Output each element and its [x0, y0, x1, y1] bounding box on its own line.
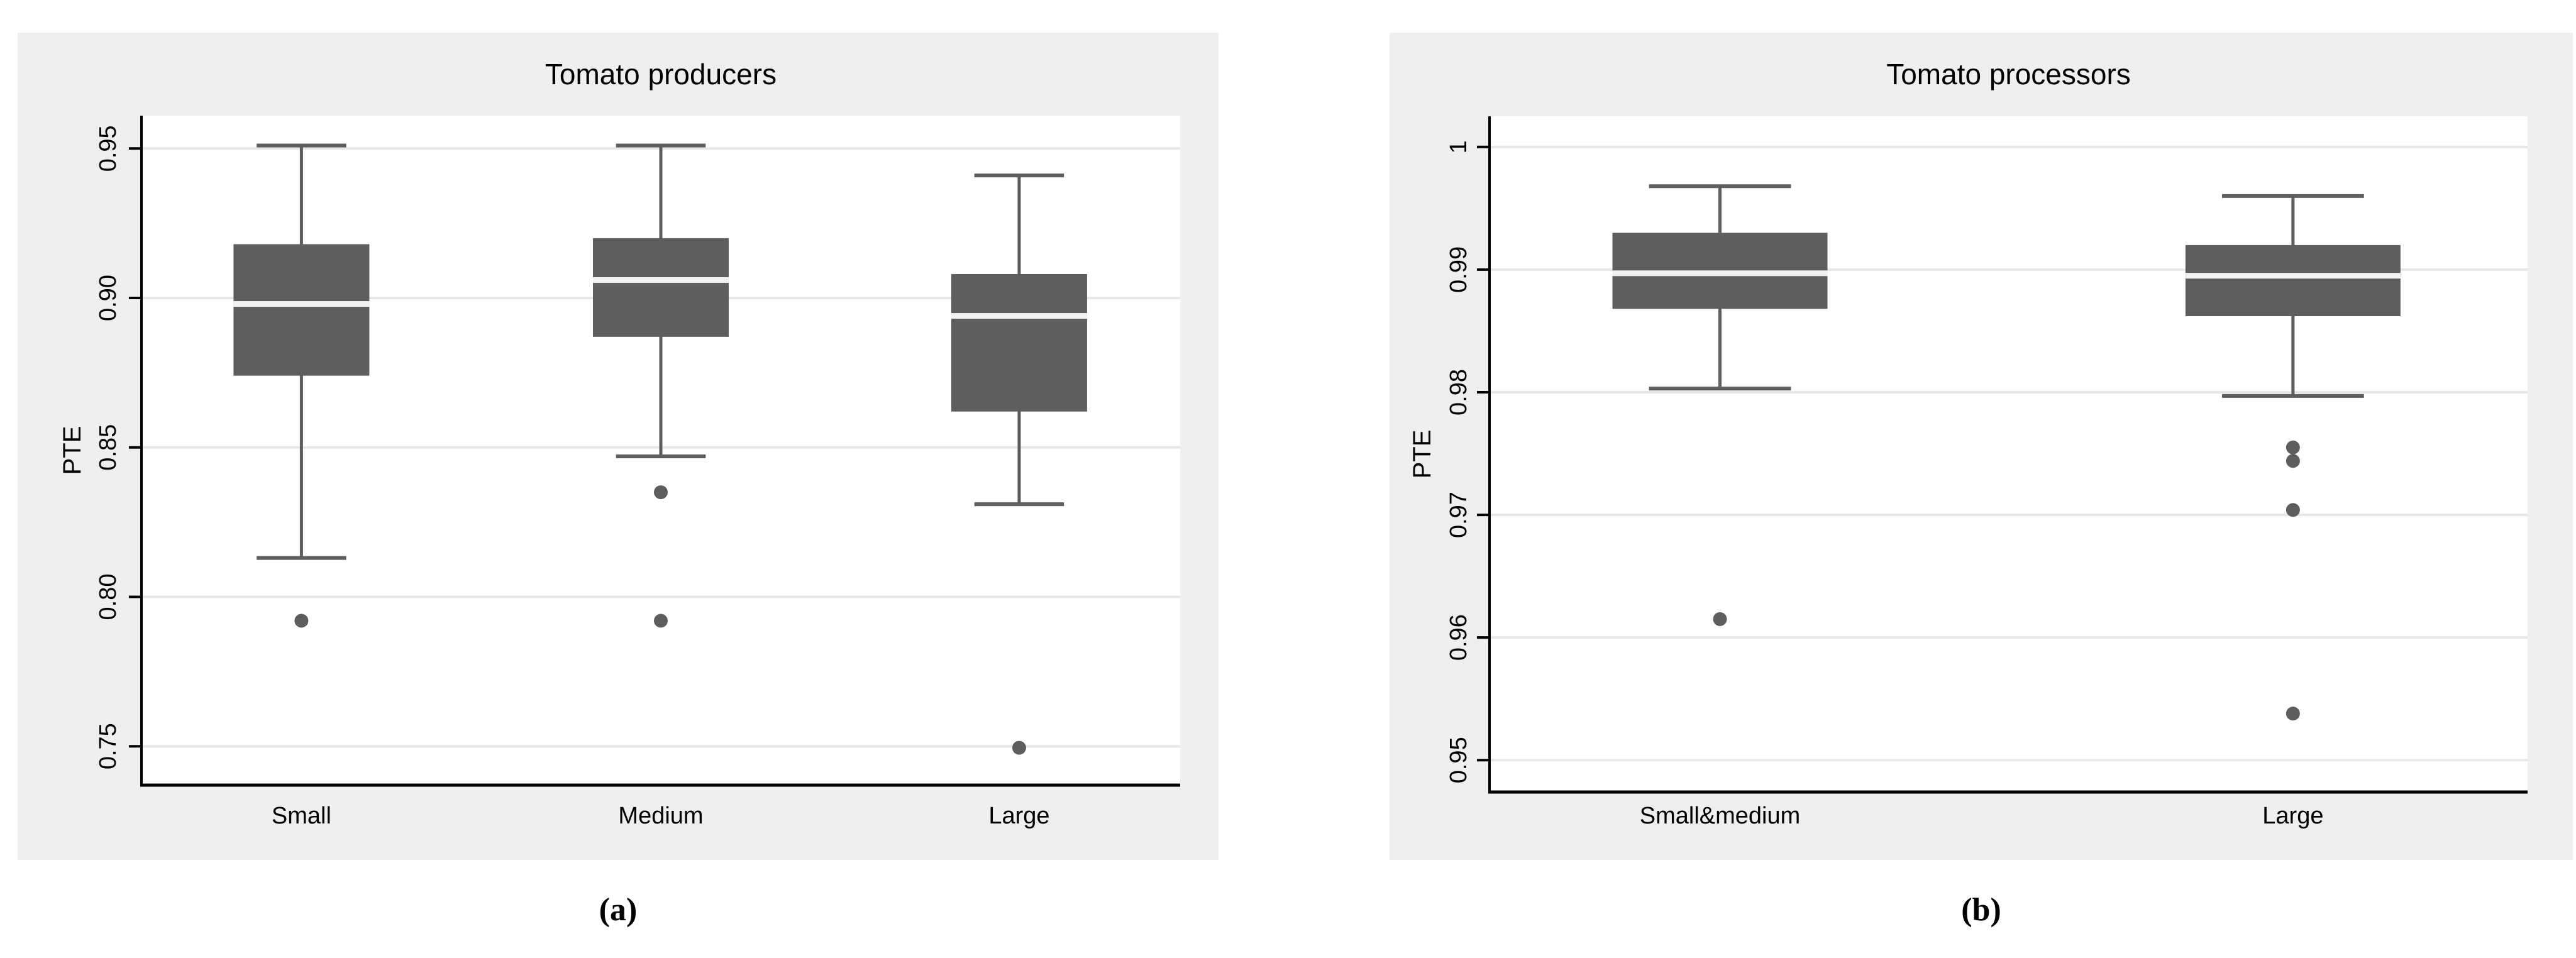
y-tick-label: 0.96 [1446, 614, 1472, 661]
outlier-dot-small-medium [1713, 612, 1727, 626]
boxplot-tomato-processors: 0.95 0.96 0.97 0.98 0.99 1 PTE Tomato processor… [1408, 58, 2528, 829]
y-tick-label: 0.95 [1446, 737, 1472, 783]
category-label-small: Small [272, 803, 331, 829]
chart-title: Tomato processors [1886, 58, 2131, 91]
median-line-large [2185, 273, 2401, 279]
caption-a: (a) [599, 892, 638, 928]
panel-tomato-processors: 0.95 0.96 0.97 0.98 0.99 1 PTE Tomato processor… [1390, 33, 2573, 860]
outlier-dot-large [2286, 503, 2300, 517]
y-tick-label: 1 [1446, 140, 1472, 153]
median-line-large [951, 313, 1087, 319]
y-tick-label: 0.99 [1446, 246, 1472, 293]
y-tick-label: 0.90 [95, 275, 121, 321]
median-line-small [233, 301, 370, 307]
y-tick-label: 0.80 [95, 573, 121, 620]
plot-area [1490, 116, 2528, 792]
caption-b: (b) [1961, 892, 2001, 928]
y-tick-label: 0.98 [1446, 369, 1472, 416]
box-large [2185, 245, 2401, 317]
outlier-dot-large [2286, 440, 2300, 454]
outlier-dot-large [1012, 741, 1026, 755]
category-label-medium: Medium [618, 803, 703, 829]
outlier-dot-medium [654, 614, 668, 628]
box-medium [593, 238, 729, 337]
category-label-small-medium: Small&medium [1640, 803, 1801, 829]
category-label-large: Large [988, 803, 1049, 829]
y-tick-label: 0.97 [1446, 492, 1472, 538]
box-large [951, 273, 1087, 412]
y-tick-label: 0.85 [95, 424, 121, 471]
y-tick-label: 0.75 [95, 723, 121, 769]
y-axis-title: PTE [58, 426, 86, 475]
boxplot-tomato-producers: 0.75 0.80 0.85 0.90 0.95 PTE Tomato producers S… [58, 58, 1180, 829]
outlier-dot-small [294, 614, 309, 628]
outlier-dot-large [2286, 707, 2300, 721]
y-axis-title: PTE [1408, 430, 1436, 479]
median-line-small-medium [1612, 270, 1828, 277]
box-small [233, 244, 370, 376]
median-line-medium [593, 277, 729, 283]
outlier-dot-medium [654, 485, 668, 500]
chart-title: Tomato producers [545, 58, 777, 91]
outlier-dot-large [2286, 454, 2300, 468]
category-label-large: Large [2262, 803, 2323, 829]
y-tick-label: 0.95 [95, 125, 121, 172]
panel-tomato-producers: 0.75 0.80 0.85 0.90 0.95 PTE Tomato producers S… [18, 33, 1219, 860]
